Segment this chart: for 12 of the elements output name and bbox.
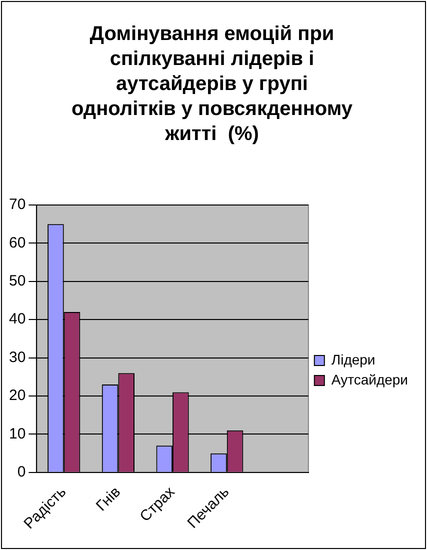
y-tick-label: 40 <box>8 310 26 328</box>
chart-title: Домінування емоцій при спілкуванні лідерів і аутсайдерів у групі однолітків у повсякденному житті (%) <box>70 22 354 147</box>
y-tick-label: 50 <box>8 272 26 290</box>
y-tick-label: 70 <box>8 196 26 214</box>
y-tick-label: 20 <box>8 387 26 404</box>
y-tick-label: 0 <box>17 464 26 481</box>
legend-label: Лідери <box>331 351 376 368</box>
x-tick-label: Гнів <box>92 484 124 515</box>
legend-label: Аутсайдери <box>331 371 408 388</box>
y-tick-label: 30 <box>8 348 26 366</box>
y-tick-label: 10 <box>8 425 26 442</box>
y-tick-label: 60 <box>8 234 26 252</box>
